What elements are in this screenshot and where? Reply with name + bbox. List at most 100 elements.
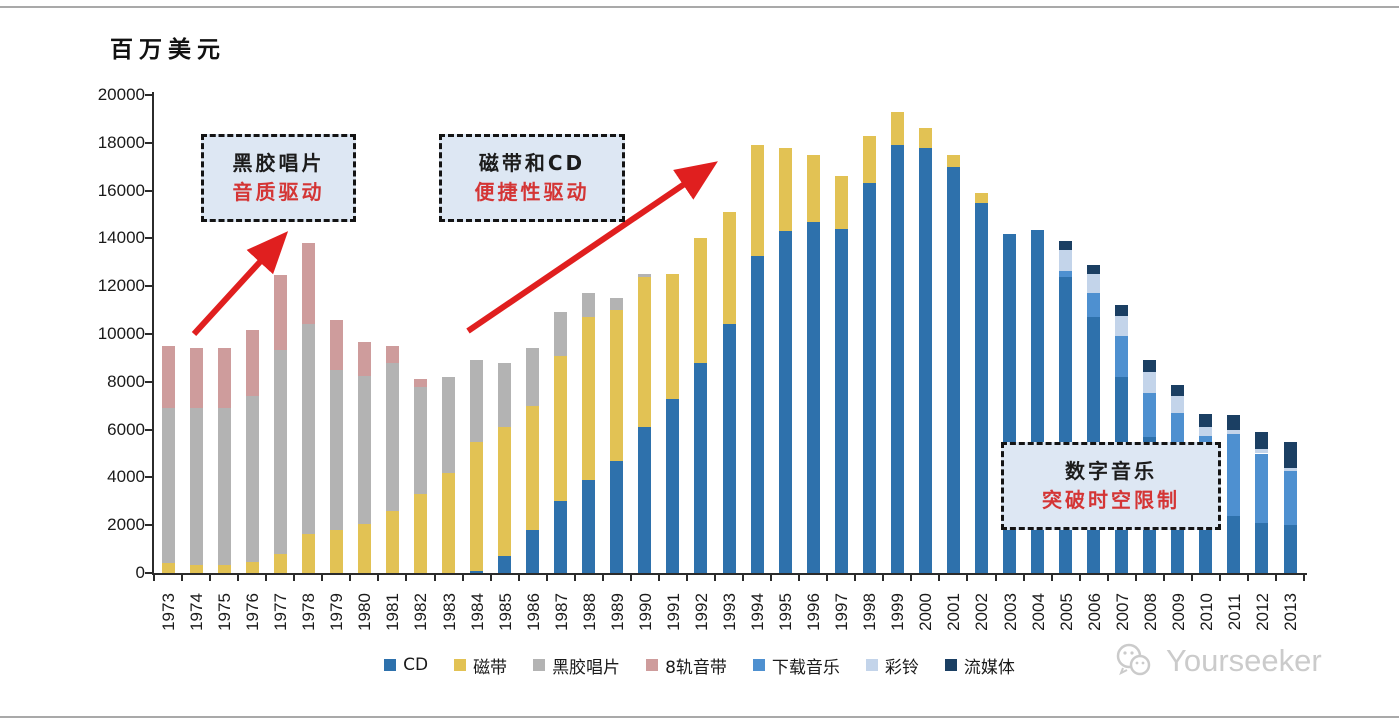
bar-segment-彩铃-2010 [1199,427,1213,436]
bar-segment-黑胶唱片-1974 [189,408,203,565]
bar-segment-磁带-1979 [329,529,343,573]
annotation-box-digital: 数字音乐 突破时空限制 [1001,442,1221,530]
legend-swatch [944,659,957,671]
y-tick-label: 4000 [107,467,145,487]
annotation-digital-title: 数字音乐 [1065,459,1157,483]
x-tick-label-1988: 1988 [579,593,599,631]
x-tick-label-1993: 1993 [720,593,739,631]
x-tick-label-1978: 1978 [299,593,319,631]
bar-segment-磁带-1984 [470,441,484,571]
x-tick-label-1984: 1984 [467,593,487,631]
x-tick-label-2005: 2005 [1056,593,1076,631]
x-axis-tick [293,575,296,581]
x-tick-label-2007: 2007 [1112,593,1132,631]
bar-segment-黑胶唱片-1980 [357,375,371,524]
annotation-vinyl-subtitle: 音质驱动 [232,180,325,204]
bar-segment-下载音乐-2011 [1227,434,1241,516]
bar-segment-彩铃-2009 [1171,396,1185,413]
bar-segment-CD-1992 [694,362,708,573]
y-tick-label: 6000 [107,419,145,439]
bar-segment-彩铃-2013 [1283,467,1297,472]
bar-segment-CD-1994 [750,256,764,573]
y-axis-unit-label: 百万美元 [110,37,226,63]
bar-segment-彩铃-2007 [1115,316,1129,337]
y-tick-label: 16000 [97,180,145,200]
bar-segment-彩铃-2008 [1143,372,1157,393]
y-tick-label: 0 [135,563,145,582]
bar-segment-CD-1989 [610,460,624,573]
bar-segment-黑胶唱片-1985 [498,362,512,428]
x-tick-label-1990: 1990 [635,593,655,631]
bar-segment-8轨音带-1981 [385,345,399,363]
bar-segment-8轨音带-1975 [217,348,231,409]
y-axis-tick [145,476,152,479]
x-axis-tick [1022,575,1025,581]
bar-segment-磁带-1995 [778,147,792,232]
y-axis-tick [145,428,152,431]
y-tick-label: 8000 [107,371,145,391]
x-axis-tick [265,575,268,581]
bar-segment-CD-1985 [498,556,512,573]
bar-segment-磁带-1994 [750,145,764,257]
x-axis-tick [545,575,548,581]
bar-segment-流媒体-2010 [1199,414,1213,428]
x-axis-tick [854,575,857,581]
x-axis-tick [1134,575,1137,581]
annotation-cassette-cd-subtitle: 便捷性驱动 [474,180,590,204]
bar-segment-CD-1990 [638,427,652,573]
bar-segment-磁带-1998 [862,135,876,184]
bar-segment-8轨音带-1976 [245,330,259,397]
bar-segment-黑胶唱片-1977 [273,349,287,554]
x-axis-tick [321,575,324,581]
bar-segment-8轨音带-1979 [329,319,343,370]
legend-item-黑胶唱片: 黑胶唱片 [533,653,620,678]
annotation-vinyl-title: 黑胶唱片 [232,151,325,175]
wechat-logo-icon [1116,643,1151,676]
bottom-divider [0,716,1399,718]
x-tick-label-1982: 1982 [411,593,431,631]
bar-segment-磁带-2001 [946,154,960,167]
bar-segment-黑胶唱片-1975 [217,408,231,565]
bar-segment-磁带-1985 [498,427,512,557]
x-axis-tick [517,575,520,581]
bar-segment-磁带-1983 [442,472,455,573]
bar-segment-流媒体-2011 [1227,415,1241,430]
bar-segment-流媒体-2009 [1171,385,1185,397]
bar-segment-黑胶唱片-1987 [554,312,568,356]
bar-segment-彩铃-2005 [1059,250,1073,271]
bar-segment-CD-1999 [890,145,904,573]
y-axis-tick [145,333,152,335]
bar-segment-流媒体-2005 [1059,240,1073,251]
x-axis-tick [601,575,604,581]
bar-segment-8轨音带-1977 [273,275,287,350]
bar-segment-黑胶唱片-1986 [526,348,540,406]
bar-segment-下载音乐-2005 [1059,270,1073,277]
bar-segment-磁带-2002 [974,192,988,203]
x-tick-label-1974: 1974 [187,593,207,631]
y-tick-label: 10000 [97,324,145,343]
watermark: Yourseeker [1110,641,1322,681]
x-axis-tick [209,575,212,581]
bar-segment-CD-2002 [974,202,988,573]
x-tick-label-2011: 2011 [1224,593,1244,631]
bar-segment-CD-1995 [778,231,792,573]
legend-swatch [454,659,467,671]
bar-segment-黑胶唱片-1983 [442,377,455,473]
bar-segment-磁带-1988 [582,317,596,480]
x-tick-label-2010: 2010 [1196,593,1216,631]
legend-swatch [752,659,765,671]
bar-segment-下载音乐-2008 [1143,392,1157,437]
y-axis-tick [145,94,152,96]
x-axis-tick [770,575,773,581]
bar-segment-CD-1991 [666,398,680,573]
x-axis-tick [826,575,829,581]
x-tick-label-2008: 2008 [1140,593,1160,631]
y-axis-tick [145,380,152,383]
bar-segment-CD-2011 [1227,515,1241,573]
x-axis-tick [153,575,155,581]
bar-segment-磁带-1977 [273,553,287,573]
x-axis-tick [573,575,576,581]
x-tick-label-1991: 1991 [663,593,683,631]
y-tick-label: 14000 [97,228,145,248]
bar-segment-磁带-2000 [918,128,932,148]
